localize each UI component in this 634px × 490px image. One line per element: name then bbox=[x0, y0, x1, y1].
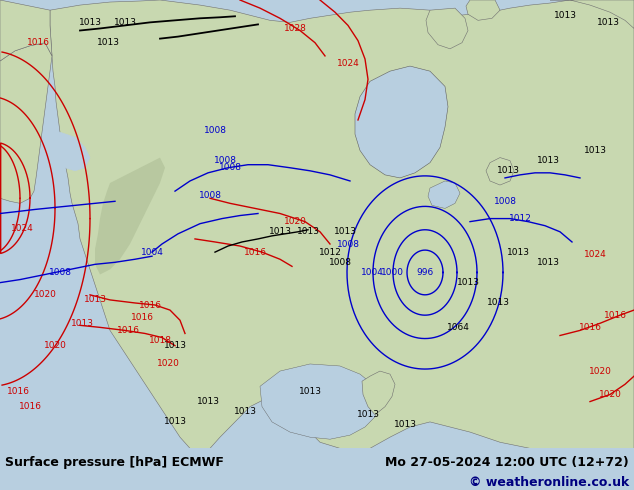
Text: 1012: 1012 bbox=[508, 214, 531, 223]
Polygon shape bbox=[55, 132, 90, 171]
Polygon shape bbox=[486, 158, 514, 185]
Polygon shape bbox=[0, 0, 634, 448]
Polygon shape bbox=[428, 181, 460, 208]
Text: 1008: 1008 bbox=[219, 163, 242, 172]
Text: 1024: 1024 bbox=[584, 250, 606, 259]
Text: 1016: 1016 bbox=[6, 387, 30, 396]
Text: 1013: 1013 bbox=[356, 410, 380, 419]
Text: 1016: 1016 bbox=[243, 247, 266, 257]
Text: 1020: 1020 bbox=[157, 360, 179, 368]
Text: 1016: 1016 bbox=[117, 326, 139, 335]
Text: 1008: 1008 bbox=[214, 156, 236, 165]
Text: 1020: 1020 bbox=[588, 367, 611, 375]
Text: 1064: 1064 bbox=[446, 323, 469, 332]
Text: 1028: 1028 bbox=[283, 24, 306, 33]
Text: 1013: 1013 bbox=[507, 247, 529, 257]
Text: 1013: 1013 bbox=[536, 156, 559, 165]
Text: 1013: 1013 bbox=[164, 417, 186, 426]
Text: 1013: 1013 bbox=[394, 420, 417, 429]
Polygon shape bbox=[426, 8, 468, 49]
Text: 1013: 1013 bbox=[496, 166, 519, 175]
Text: 1012: 1012 bbox=[318, 247, 342, 257]
Text: 1016: 1016 bbox=[578, 323, 602, 332]
Text: 1016: 1016 bbox=[131, 313, 153, 322]
Polygon shape bbox=[466, 0, 500, 20]
Polygon shape bbox=[355, 66, 448, 178]
Text: 1004: 1004 bbox=[141, 247, 164, 257]
Text: 1008: 1008 bbox=[48, 268, 72, 277]
Text: 1013: 1013 bbox=[297, 227, 320, 236]
Text: 1008: 1008 bbox=[337, 240, 359, 248]
Text: 1013: 1013 bbox=[164, 341, 186, 350]
Text: 1013: 1013 bbox=[197, 397, 219, 406]
Polygon shape bbox=[88, 341, 112, 396]
Polygon shape bbox=[260, 364, 380, 439]
Text: 1016: 1016 bbox=[604, 311, 626, 319]
Text: 1024: 1024 bbox=[11, 224, 34, 233]
Text: 1013: 1013 bbox=[299, 387, 321, 396]
Text: 1020: 1020 bbox=[34, 291, 56, 299]
Text: 1008: 1008 bbox=[204, 125, 226, 135]
Text: 1013: 1013 bbox=[333, 227, 356, 236]
Text: 1013: 1013 bbox=[269, 227, 292, 236]
Text: 996: 996 bbox=[417, 268, 434, 277]
Polygon shape bbox=[362, 371, 395, 415]
Text: 1008: 1008 bbox=[493, 197, 517, 206]
Text: 1008: 1008 bbox=[328, 258, 351, 267]
Text: 1018: 1018 bbox=[148, 336, 172, 345]
Text: 1013: 1013 bbox=[79, 18, 101, 27]
Text: 1016: 1016 bbox=[18, 402, 41, 411]
Text: Mo 27-05-2024 12:00 UTC (12+72): Mo 27-05-2024 12:00 UTC (12+72) bbox=[385, 456, 629, 469]
Text: 1013: 1013 bbox=[583, 146, 607, 155]
Text: 1024: 1024 bbox=[337, 58, 359, 68]
Text: 1013: 1013 bbox=[486, 298, 510, 307]
Text: 1020: 1020 bbox=[44, 341, 67, 350]
Polygon shape bbox=[95, 158, 165, 274]
Text: 1020: 1020 bbox=[598, 390, 621, 399]
Text: 1016: 1016 bbox=[138, 300, 162, 310]
Polygon shape bbox=[0, 0, 52, 61]
Text: 1016: 1016 bbox=[27, 38, 49, 47]
Text: 1013: 1013 bbox=[70, 319, 93, 328]
Text: 1008: 1008 bbox=[198, 191, 221, 200]
Polygon shape bbox=[0, 43, 52, 203]
Polygon shape bbox=[50, 0, 634, 448]
Text: © weatheronline.co.uk: © weatheronline.co.uk bbox=[469, 476, 629, 489]
Text: 1013: 1013 bbox=[553, 11, 576, 20]
Text: 1013: 1013 bbox=[96, 38, 119, 47]
Text: Surface pressure [hPa] ECMWF: Surface pressure [hPa] ECMWF bbox=[5, 456, 224, 469]
Text: 1013: 1013 bbox=[456, 278, 479, 287]
Text: 1013: 1013 bbox=[597, 18, 619, 27]
Text: 1013: 1013 bbox=[536, 258, 559, 267]
Text: 1020: 1020 bbox=[283, 217, 306, 226]
Polygon shape bbox=[550, 0, 634, 28]
Text: 1000: 1000 bbox=[380, 268, 403, 277]
Text: 1013: 1013 bbox=[84, 295, 107, 304]
Text: 1004: 1004 bbox=[361, 268, 384, 277]
Text: 1013: 1013 bbox=[233, 407, 257, 416]
Text: 1013: 1013 bbox=[113, 18, 136, 27]
